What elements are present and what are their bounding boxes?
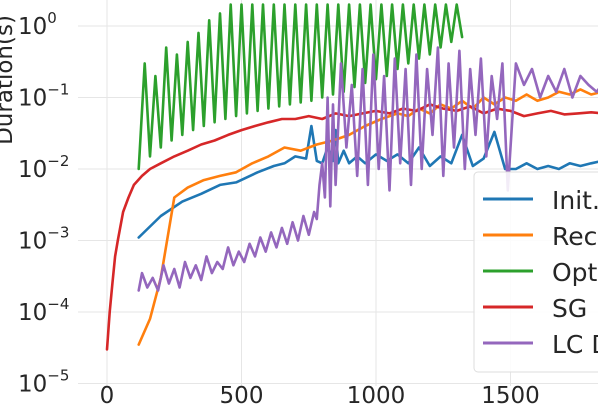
legend-box bbox=[473, 171, 598, 373]
legend: Init. Rec Opt SG LC D bbox=[473, 171, 598, 373]
y-tick-label: 10−2 bbox=[18, 152, 69, 183]
y-tick-label: 10−1 bbox=[18, 81, 69, 112]
series-line-2 bbox=[137, 3, 464, 171]
x-tick-labels: 0 500 1000 1500 bbox=[100, 383, 540, 409]
legend-label-0: Init. bbox=[552, 186, 598, 215]
y-tick-label: 100 bbox=[18, 9, 57, 40]
x-tick-label: 500 bbox=[220, 383, 264, 409]
y-tick-labels: 10−5 10−4 10−3 10−2 10−1 100 bbox=[18, 9, 69, 398]
y-tick-label: 10−3 bbox=[18, 224, 69, 255]
x-tick-label: 0 bbox=[100, 383, 115, 409]
series-group bbox=[105, 3, 598, 351]
legend-label-1: Rec bbox=[552, 222, 597, 251]
y-tick-label: 10−5 bbox=[18, 367, 69, 398]
y-tick-label: 10−4 bbox=[18, 295, 69, 326]
y-axis-label: Duration(s) bbox=[0, 15, 18, 145]
legend-label-4: LC D bbox=[552, 330, 598, 359]
x-tick-label: 1500 bbox=[481, 383, 540, 409]
legend-label-2: Opt bbox=[552, 258, 598, 287]
series-line-3 bbox=[105, 103, 598, 351]
series-line-4 bbox=[137, 46, 598, 292]
x-tick-label: 1000 bbox=[347, 383, 406, 409]
series-line-0 bbox=[137, 124, 598, 239]
legend-label-3: SG bbox=[552, 294, 587, 323]
